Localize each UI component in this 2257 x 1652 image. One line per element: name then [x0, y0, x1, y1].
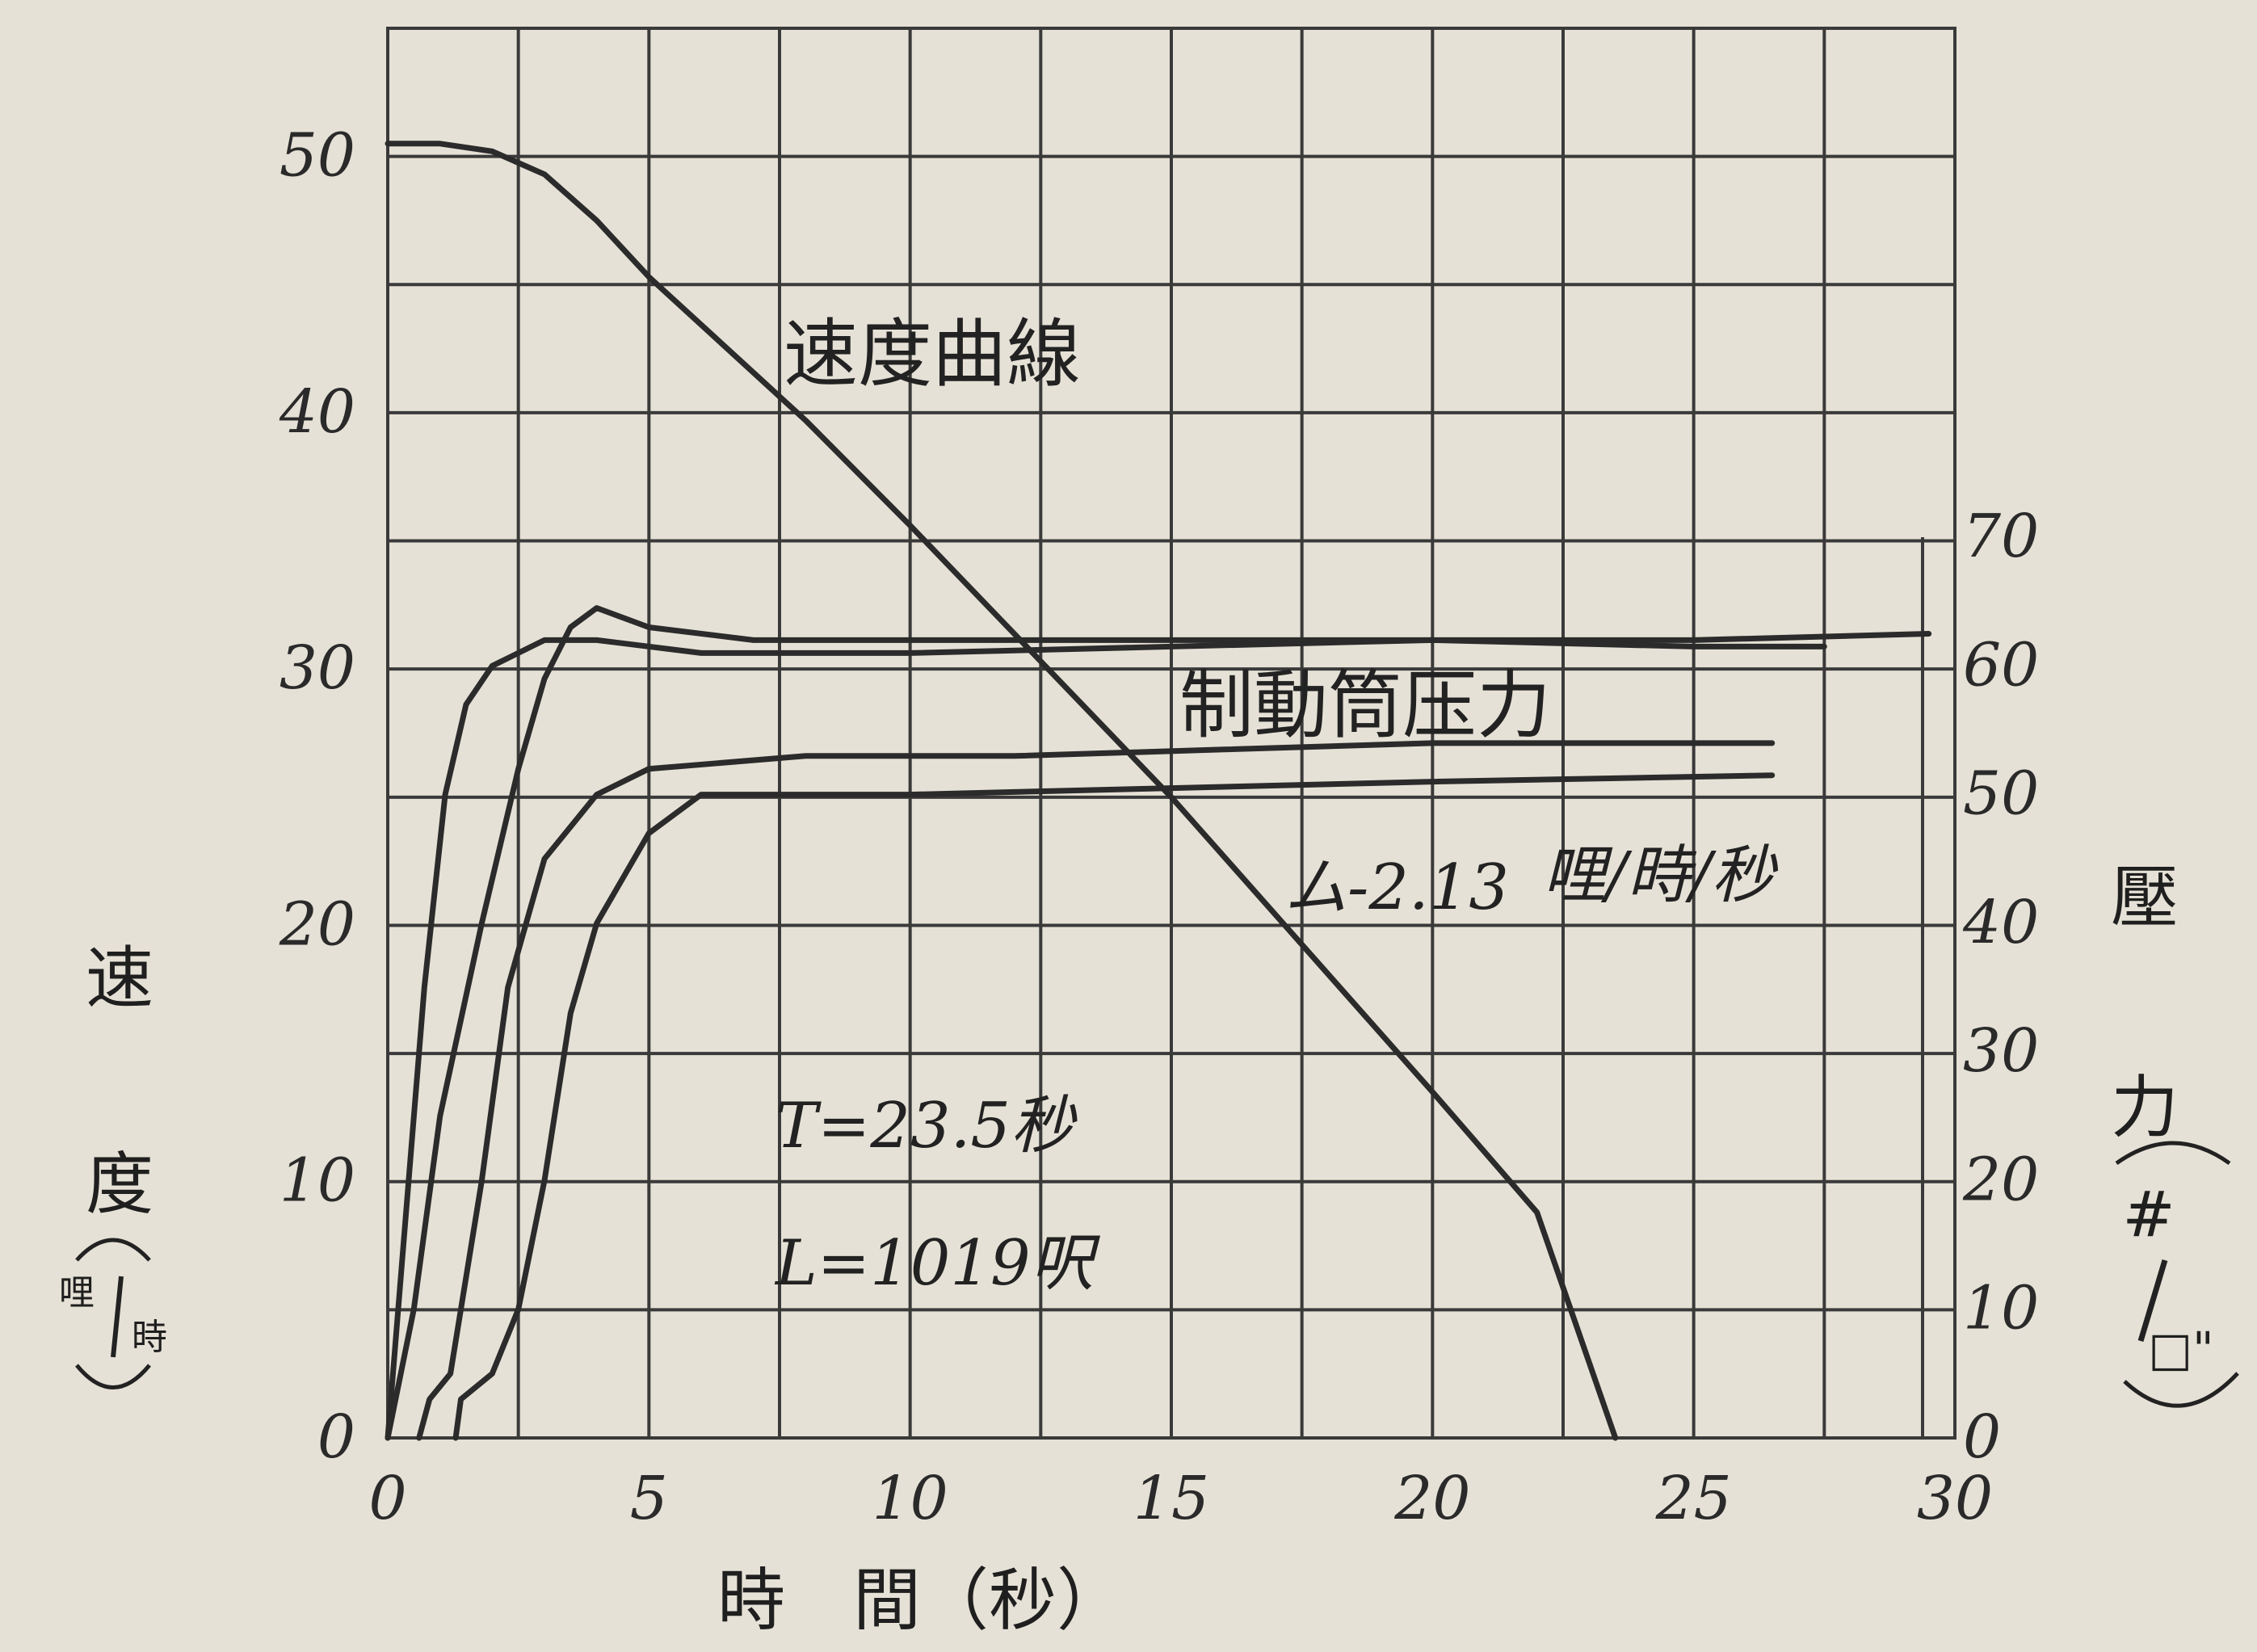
right-tick-label: 50: [1963, 759, 2039, 829]
pressure-curve-4: [452, 772, 1776, 1441]
right-unit-denominator: □": [2148, 1322, 2213, 1377]
right-tick-label: 40: [1962, 888, 2039, 957]
pressure-curve-1: [385, 631, 1932, 1441]
left-axis-label-char-1: 速: [86, 939, 153, 1018]
x-tick-label: 0: [368, 1464, 406, 1533]
x-tick-label: 15: [1133, 1464, 1209, 1533]
left-axis-label-char-2: 度: [86, 1145, 153, 1224]
right-unit-numerator: #: [2122, 1179, 2175, 1251]
left-tick-label: 30: [279, 633, 355, 703]
right-tick-label: 20: [1962, 1145, 2039, 1214]
pressure-curve-label: 制動筒压力: [1179, 662, 1551, 749]
grid: [386, 27, 1956, 1440]
deceleration-unit: 哩/時/秒: [1543, 839, 1779, 912]
right-axis-label: 壓 力 # □": [2111, 858, 2239, 1408]
left-unit-numerator: 哩: [59, 1272, 95, 1314]
right-tick-label: 70: [1963, 502, 2039, 571]
left-tick-label: 40: [279, 377, 355, 447]
right-unit-paren-bottom: [2123, 1372, 2239, 1408]
left-axis-label: 速 度 哩 時: [59, 939, 167, 1389]
left-tick-label: 10: [279, 1146, 355, 1216]
x-tick-label: 25: [1655, 1464, 1732, 1533]
pressure-curve-2: [385, 605, 1827, 1441]
x-tick-label: 5: [630, 1464, 668, 1533]
pressure-curve-3: [416, 740, 1776, 1441]
left-tick-label: 0: [317, 1402, 355, 1472]
left-tick-label: 50: [279, 121, 355, 191]
x-tick-label: 20: [1393, 1464, 1470, 1533]
deceleration-annotation: ム-2.13: [1284, 851, 1509, 924]
left-unit-denominator: 時: [132, 1317, 167, 1358]
right-tick-label: 0: [1963, 1402, 2001, 1472]
distance-annotation: L=1019呎: [774, 1227, 1101, 1300]
right-axis-ticks: 0 10 20 30 40 50 60 70: [1962, 502, 2039, 1472]
left-unit-slash: [111, 1276, 124, 1358]
left-tick-label: 20: [279, 889, 355, 959]
left-unit-paren-bottom: [75, 1364, 151, 1389]
series-group: [385, 141, 1932, 1441]
speed-curve-label: 速度曲線: [784, 311, 1081, 397]
x-tick-label: 30: [1917, 1464, 1993, 1533]
x-tick-label: 10: [872, 1464, 948, 1533]
right-unit-slash: [2137, 1259, 2168, 1343]
time-annotation: T=23.5秒: [775, 1090, 1078, 1162]
right-tick-label: 10: [1963, 1274, 2039, 1343]
left-unit-paren-top: [75, 1238, 151, 1262]
right-unit-paren-top: [2115, 1141, 2231, 1166]
x-axis-label: 時 間（秒）: [717, 1561, 1124, 1640]
speed-curve: [385, 141, 1619, 1441]
x-axis-ticks: 0 5 10 15 20 25 30: [368, 1464, 1993, 1533]
right-axis-label-char-1: 壓: [2111, 858, 2179, 937]
right-axis-label-char-2: 力: [2111, 1068, 2179, 1147]
right-tick-label: 60: [1963, 630, 2039, 700]
right-tick-label: 30: [1963, 1016, 2039, 1086]
left-axis-ticks: 0 10 20 30 40 50: [279, 121, 355, 1472]
